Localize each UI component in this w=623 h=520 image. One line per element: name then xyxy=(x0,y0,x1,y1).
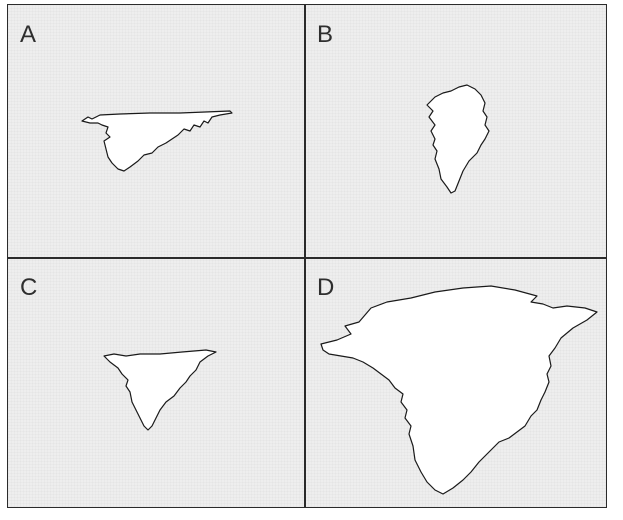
horizontal-divider xyxy=(8,257,606,259)
panel-b: B xyxy=(305,5,608,257)
greenland-outline-flattened-icon xyxy=(103,349,217,431)
greenland-outline-flattened-wide-icon xyxy=(81,110,233,172)
panel-label-c: C xyxy=(20,274,38,301)
panel-label-b: B xyxy=(317,21,334,48)
figure-grid: A B C D xyxy=(7,4,607,508)
panel-label-a: A xyxy=(20,21,37,48)
vertical-divider xyxy=(304,5,306,507)
panel-c: C xyxy=(8,258,304,509)
greenland-outline-enlarged-icon xyxy=(320,285,598,495)
panel-a: A xyxy=(8,5,304,257)
panel-d: D xyxy=(305,258,608,509)
panel-label-d: D xyxy=(317,274,335,301)
greenland-outline-true-shape-icon xyxy=(426,84,490,194)
